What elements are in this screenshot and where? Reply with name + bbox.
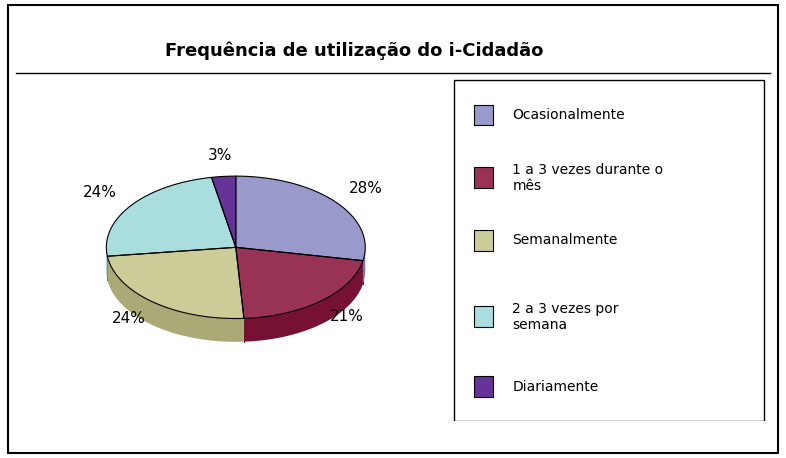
Polygon shape (106, 177, 236, 256)
Text: Ocasionalmente: Ocasionalmente (512, 108, 625, 122)
Polygon shape (106, 249, 108, 279)
FancyBboxPatch shape (474, 376, 493, 397)
Polygon shape (236, 176, 365, 261)
Text: 2 a 3 vezes por
semana: 2 a 3 vezes por semana (512, 302, 619, 332)
Text: 24%: 24% (83, 185, 116, 201)
Text: Diariamente: Diariamente (512, 380, 599, 393)
Text: Frequência de utilização do i-Cidadão: Frequência de utilização do i-Cidadão (164, 41, 543, 60)
Text: 3%: 3% (208, 147, 232, 163)
Text: 21%: 21% (330, 309, 364, 324)
Polygon shape (211, 176, 236, 247)
FancyBboxPatch shape (474, 230, 493, 251)
Polygon shape (363, 248, 365, 284)
Text: 24%: 24% (112, 311, 145, 326)
FancyBboxPatch shape (474, 104, 493, 125)
Text: Semanalmente: Semanalmente (512, 234, 618, 247)
Polygon shape (108, 256, 244, 342)
Polygon shape (108, 247, 244, 318)
FancyBboxPatch shape (474, 306, 493, 327)
FancyBboxPatch shape (474, 167, 493, 188)
Polygon shape (244, 261, 363, 342)
FancyBboxPatch shape (454, 80, 764, 421)
Text: 28%: 28% (348, 181, 383, 196)
Text: 1 a 3 vezes durante o
mês: 1 a 3 vezes durante o mês (512, 163, 663, 193)
Polygon shape (236, 247, 363, 318)
